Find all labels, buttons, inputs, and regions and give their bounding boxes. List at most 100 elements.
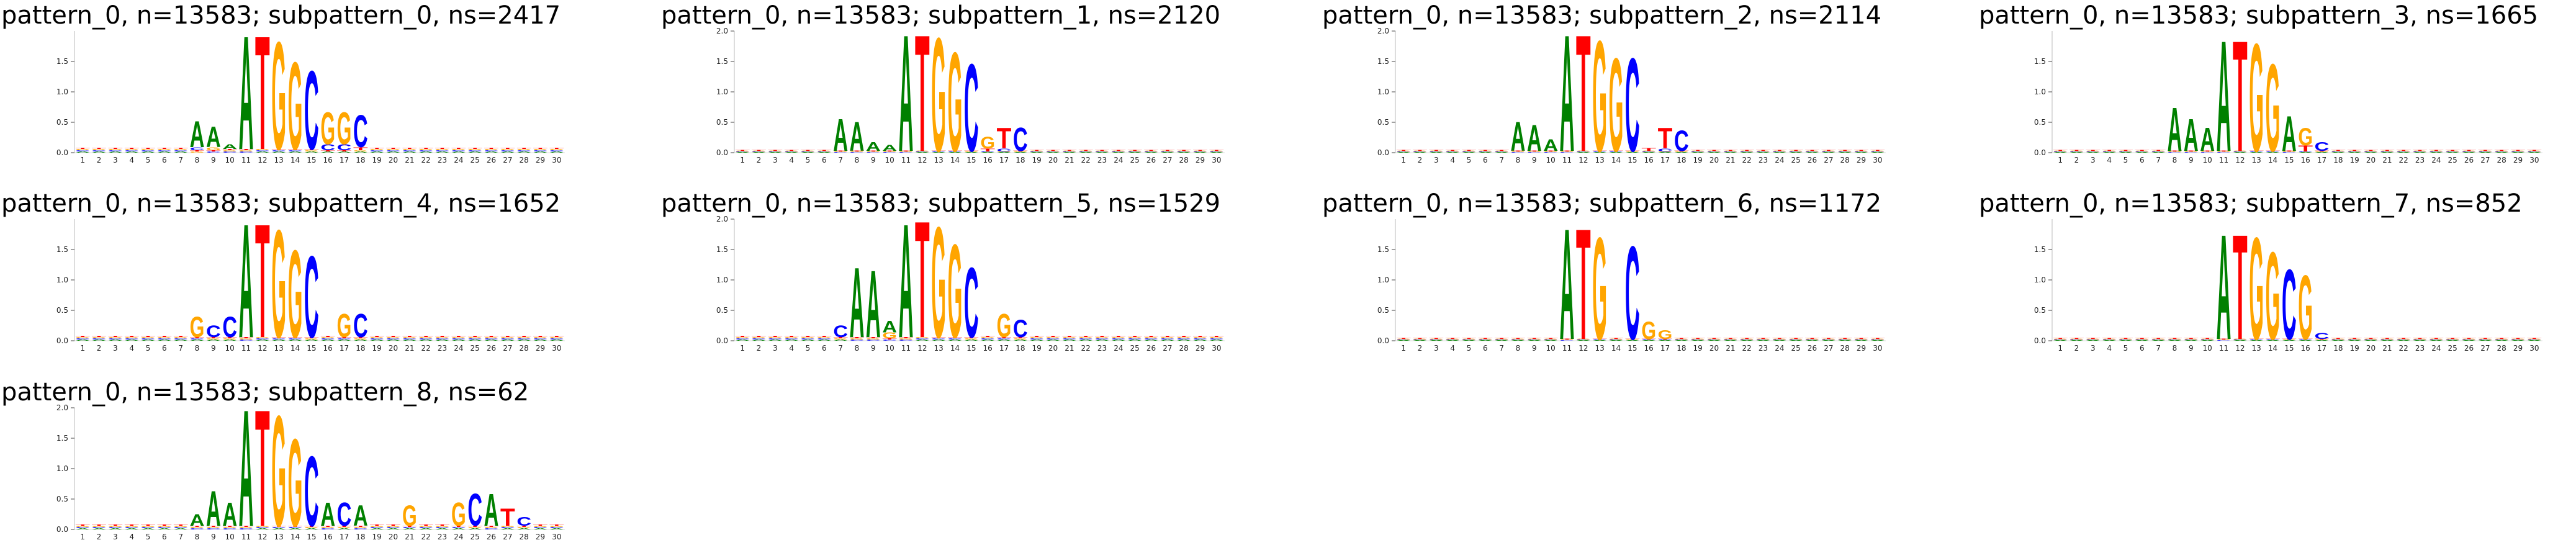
x-tick-label: 1 bbox=[740, 344, 745, 353]
logo-letter: C bbox=[1111, 151, 1126, 152]
logo-letter: A bbox=[1576, 152, 1591, 153]
x-tick-label: 28 bbox=[2497, 156, 2506, 164]
x-tick-label: 19 bbox=[1693, 156, 1703, 164]
y-tick-label: 0.0 bbox=[56, 525, 68, 534]
logo-letter: G bbox=[1413, 339, 1428, 340]
x-tick-label: 8 bbox=[2173, 344, 2177, 353]
logo-letter: C bbox=[1078, 338, 1093, 340]
logo-letter: A bbox=[304, 340, 319, 341]
logo-letter: T bbox=[1429, 338, 1444, 339]
logo-letter: T bbox=[108, 336, 124, 338]
logo-letter: G bbox=[124, 337, 139, 339]
logo-letter: C bbox=[1837, 151, 1852, 152]
logo-letter: C bbox=[866, 340, 881, 341]
logo-letter: A bbox=[255, 151, 270, 153]
x-tick-label: 16 bbox=[1644, 344, 1654, 353]
logo-letter: T bbox=[533, 524, 549, 526]
x-tick-label: 1 bbox=[2058, 156, 2063, 164]
logo-letter: A bbox=[2282, 106, 2297, 162]
x-tick-label: 30 bbox=[1212, 156, 1221, 164]
x-tick-label: 16 bbox=[1644, 156, 1654, 164]
logo-letter: C bbox=[516, 150, 531, 152]
logo-letter: T bbox=[2151, 338, 2166, 339]
logo-letter: G bbox=[369, 526, 384, 528]
logo-letter: A bbox=[1209, 152, 1224, 153]
logo-letter: T bbox=[1095, 150, 1110, 151]
logo-letter: C bbox=[75, 338, 90, 340]
logo-letter: T bbox=[1445, 338, 1460, 339]
logo-letter: A bbox=[1592, 152, 1607, 153]
x-tick-label: 12 bbox=[258, 156, 267, 164]
logo-letter: T bbox=[1396, 150, 1411, 151]
logo-letter: C bbox=[1176, 338, 1191, 340]
logo-letter: T bbox=[271, 337, 287, 339]
logo-letter: G bbox=[1046, 337, 1061, 339]
logo-letter: G bbox=[915, 337, 930, 339]
logo-letter: C bbox=[435, 150, 450, 152]
logo-letter: G bbox=[1160, 337, 1175, 339]
logo-letter: G bbox=[2135, 339, 2150, 340]
x-tick-label: 20 bbox=[389, 344, 398, 353]
logo-letter: C bbox=[980, 338, 995, 340]
logo-letter: G bbox=[451, 337, 466, 339]
logo-letter: T bbox=[1756, 150, 1771, 151]
logo-letter: A bbox=[948, 340, 963, 341]
x-tick-label: 9 bbox=[2189, 156, 2194, 164]
logo-letter: T bbox=[1805, 150, 1820, 151]
logo-letter: T bbox=[516, 148, 532, 150]
logo-letter: G bbox=[1658, 151, 1673, 152]
logo-letter: T bbox=[2086, 150, 2101, 151]
logo-letter: T bbox=[173, 336, 189, 338]
logo-letter: T bbox=[1413, 150, 1428, 151]
logo-letter: T bbox=[817, 150, 832, 151]
logo-letter: C bbox=[484, 338, 499, 340]
logo-letter: C bbox=[1127, 151, 1142, 152]
logo-letter: C bbox=[1821, 151, 1836, 152]
logo-letter: T bbox=[124, 524, 140, 526]
logo-letter: G bbox=[255, 149, 270, 151]
logo-letter: C bbox=[92, 150, 107, 152]
logo-letter: A bbox=[369, 340, 384, 341]
logo-letter: T bbox=[2233, 203, 2248, 371]
logo-letter: G bbox=[141, 526, 156, 528]
y-tick-label: 1.0 bbox=[56, 88, 68, 96]
x-tick-label: 5 bbox=[1467, 344, 1472, 353]
logo-letter: G bbox=[173, 149, 188, 151]
logo-letter: T bbox=[1739, 338, 1754, 339]
logo-letter: G bbox=[124, 526, 139, 528]
logo-letter: C bbox=[386, 338, 401, 340]
logo-letter: C bbox=[2151, 151, 2166, 152]
logo-letter: T bbox=[2494, 338, 2509, 339]
panel-title: pattern_0, n=13583; subpattern_8, ns=62 bbox=[1, 378, 529, 407]
logo-letter: C bbox=[866, 152, 881, 153]
x-tick-label: 18 bbox=[356, 533, 365, 540]
logo-letter: C bbox=[484, 150, 499, 152]
logo-letter: G bbox=[533, 337, 548, 339]
logo-letter: C bbox=[141, 150, 156, 152]
logo-letter: C bbox=[222, 151, 237, 153]
logo-letter: A bbox=[2135, 340, 2150, 341]
logo-letter: C bbox=[2282, 249, 2297, 361]
logo-letter: C bbox=[801, 151, 816, 152]
x-tick-label: 10 bbox=[1546, 156, 1556, 164]
x-tick-label: 17 bbox=[1660, 344, 1670, 353]
logo-letter: T bbox=[1429, 150, 1444, 151]
logo-letter: T bbox=[467, 526, 483, 528]
logo-letter: C bbox=[2462, 151, 2477, 152]
logo-letter: C bbox=[190, 338, 205, 340]
logo-letter: C bbox=[882, 340, 897, 341]
x-tick-label: 18 bbox=[1016, 344, 1025, 353]
logo-letter: C bbox=[931, 338, 946, 340]
x-tick-label: 13 bbox=[2252, 344, 2261, 353]
logo-letter: C bbox=[2184, 152, 2199, 153]
logo-letter: G bbox=[2347, 339, 2362, 340]
logo-letter: C bbox=[500, 150, 515, 152]
x-tick-label: 1 bbox=[80, 156, 85, 164]
logo-letter: A bbox=[866, 250, 881, 358]
x-tick-label: 15 bbox=[966, 344, 976, 353]
logo-letter: C bbox=[92, 527, 107, 529]
logo-letter: G bbox=[386, 149, 401, 151]
logo-letter: G bbox=[1209, 337, 1224, 339]
logo-letter: G bbox=[2200, 151, 2215, 152]
logo-letter: T bbox=[1511, 338, 1526, 339]
